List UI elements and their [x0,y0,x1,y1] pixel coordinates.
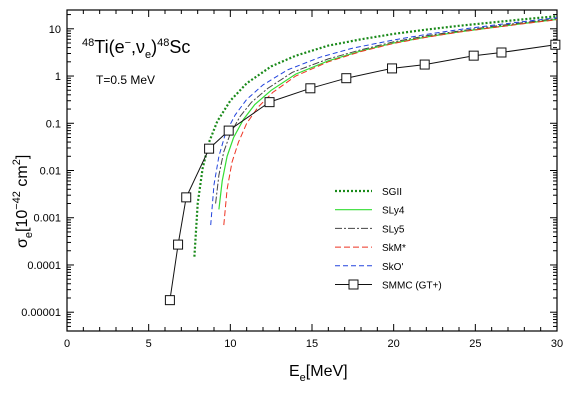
series-line-sgii [193,15,558,257]
legend-label-skm: SkM* [382,243,406,254]
data-point-smmc-gt [341,73,352,84]
data-point-smmc-gt [164,295,175,306]
plot-frame-group [66,9,558,332]
y-tick-label: 0.1 [46,118,61,130]
series-line-sly5 [215,18,558,204]
data-point-smmc-gt [468,50,479,61]
y-axis-label: σe[10−42 cm2] [11,155,35,248]
data-point-smmc-gt [305,83,316,94]
temperature-annotation: T=0.5 MeV [96,73,155,87]
x-tick-label: 25 [469,338,481,350]
ticks-group: 0 5 10 15 20 25 30 0.00001 0.0001 0.001 0.01 0.1 1 10 [21,10,563,350]
legend-label-sly4: SLy4 [382,206,405,217]
legend: SGII SLy4 SLy5 SkM* SkO' SMMC (GT+) [335,187,442,292]
data-point-smmc-gt [204,143,215,154]
x-tick-label: 10 [224,338,236,350]
data-point-smmc-gt [550,39,561,50]
x-tick-label: 5 [146,338,152,350]
x-tick-label: 30 [551,338,563,350]
y-tick-label: 1 [55,71,61,83]
y-tick-label: 10 [49,24,61,36]
chart-title: 48Ti(e−,νe)48Sc [82,37,190,61]
series-line-skm [223,19,558,226]
legend-label-sko: SkO' [382,262,403,273]
series-line-sko [210,17,558,226]
data-point-smmc-gt [496,47,507,58]
y-tick-label: 0.01 [40,166,61,178]
legend-label-smmc-gt: SMMC (GT+) [382,281,442,292]
plot-frame [66,9,558,332]
series-line-smmc-gt [169,44,556,301]
legend-label-sly5: SLy5 [382,224,405,235]
data-point-smmc-gt [223,125,234,136]
data-point-smmc-gt [387,63,398,74]
data-point-smmc-gt [264,97,275,108]
legend-label-sgii: SGII [382,187,402,198]
x-tick-label: 15 [306,338,318,350]
data-point-smmc-gt [181,192,192,203]
series-group [164,15,561,306]
x-tick-label: 0 [64,338,70,350]
x-tick-label: 20 [388,338,400,350]
x-axis-label: Ee[MeV] [289,363,348,384]
data-point-smmc-gt [173,239,184,250]
y-tick-label: 0.00001 [21,307,61,319]
y-tick-label: 0.001 [33,213,61,225]
y-tick-label: 0.0001 [27,260,61,272]
legend-marker-smmc-gt [348,279,359,290]
data-point-smmc-gt [419,59,430,70]
